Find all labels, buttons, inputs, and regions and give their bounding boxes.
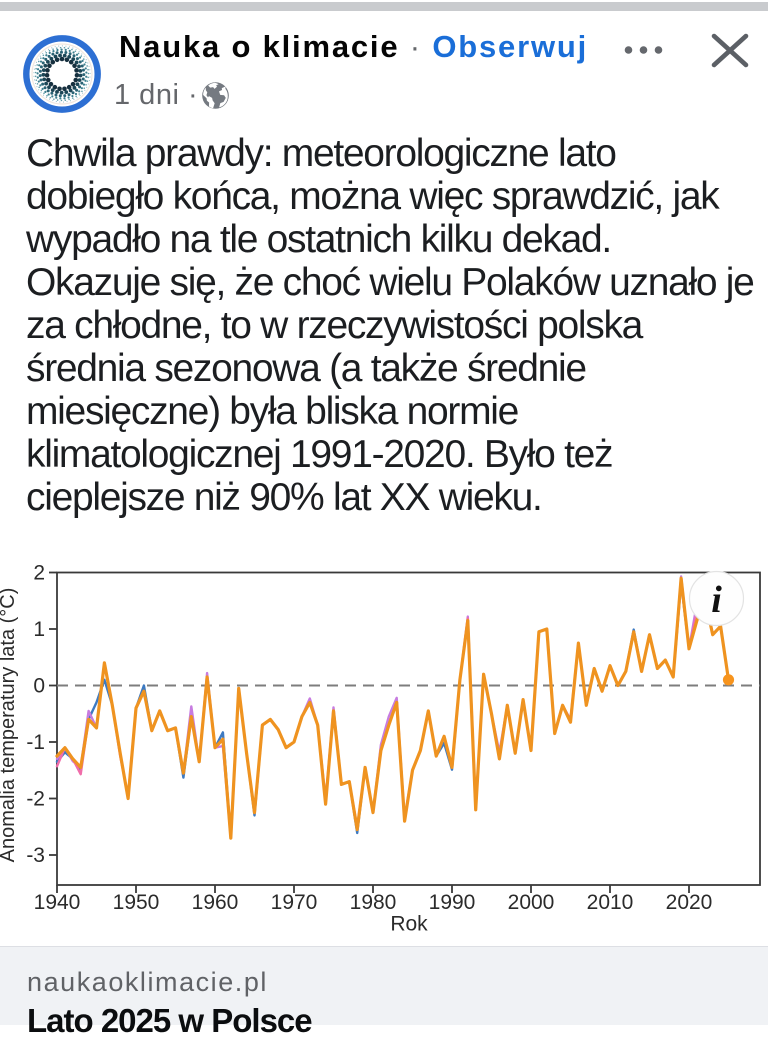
svg-text:0: 0 xyxy=(33,675,45,698)
svg-text:1: 1 xyxy=(33,618,45,641)
svg-text:1950: 1950 xyxy=(113,891,160,914)
svg-text:Anomalia temperatury lata (°C): Anomalia temperatury lata (°C) xyxy=(0,588,19,863)
svg-text:-3: -3 xyxy=(26,844,45,867)
svg-text:-1: -1 xyxy=(26,731,45,754)
svg-text:Rok: Rok xyxy=(390,913,428,936)
svg-text:1960: 1960 xyxy=(192,891,239,914)
svg-text:2010: 2010 xyxy=(587,891,634,914)
svg-text:1980: 1980 xyxy=(350,891,397,914)
svg-text:-2: -2 xyxy=(26,788,45,811)
svg-text:1970: 1970 xyxy=(271,891,318,914)
svg-text:1990: 1990 xyxy=(429,891,476,914)
svg-text:1940: 1940 xyxy=(34,891,81,914)
svg-text:2: 2 xyxy=(33,562,45,585)
svg-text:i: i xyxy=(711,579,722,621)
svg-text:2000: 2000 xyxy=(508,891,555,914)
svg-text:2020: 2020 xyxy=(666,891,713,914)
